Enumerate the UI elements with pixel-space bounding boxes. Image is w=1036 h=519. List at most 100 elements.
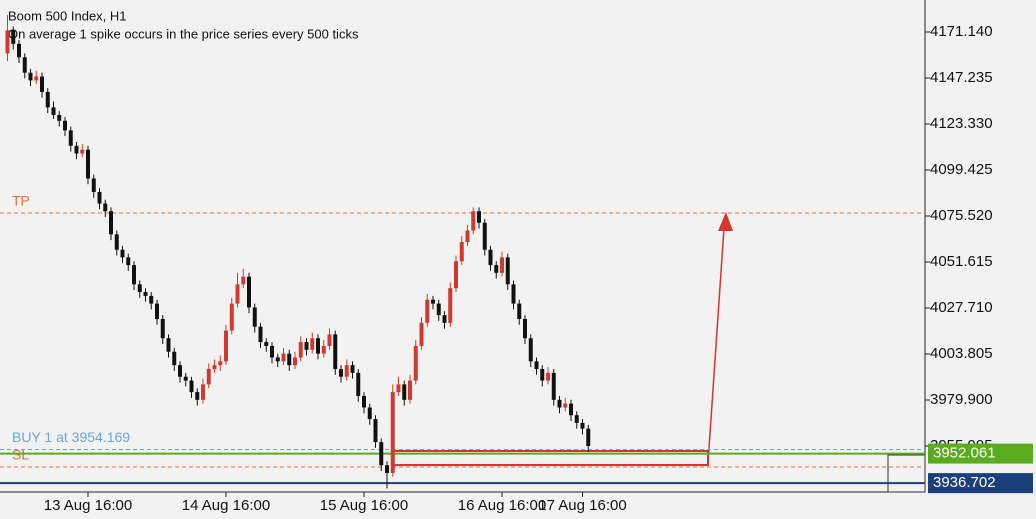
candle-body [206,369,211,385]
candle-body [293,357,297,366]
candle-body [339,369,343,377]
y-tick-label: 4099.425 [930,161,993,178]
candle-body [517,303,522,319]
candle-body [488,249,493,266]
candle-body [563,403,568,408]
candle-body [287,353,292,366]
x-tick-label: 13 Aug 16:00 [44,497,132,514]
candle-body [212,365,217,370]
x-tick-label: 17 Aug 16:00 [538,497,626,514]
candle-body [63,120,67,131]
candle-body [281,353,286,362]
candle-body [143,292,148,296]
candle-body [45,91,50,108]
price-tag [928,443,1033,464]
x-tick-label: 15 Aug 16:00 [320,497,408,514]
chart-subtitle: On average 1 spike occurs in the price s… [8,26,359,41]
candle-body [356,372,361,396]
candle-body [477,211,481,223]
candle-body [402,384,407,400]
candle-body [442,315,447,323]
candle-body [22,57,27,73]
chart-title: Boom 500 Index, H1 [8,8,127,23]
candle-body [569,403,573,416]
candle-body [465,230,470,243]
candle-body [321,345,326,354]
candle-body [149,295,154,304]
candle-body [51,107,56,116]
candle-body [546,372,550,381]
level-label: SL [12,447,29,463]
level-label: BUY 1 at 3954.169 [12,429,130,445]
candle-body [235,284,240,304]
candle-body [34,76,39,81]
candle-body [183,376,188,381]
candle-body [172,351,177,366]
candle-body [333,334,338,370]
candle-body [362,395,366,408]
candle-body [425,299,430,323]
candle-body [218,361,223,366]
candle-body [390,392,395,473]
y-tick-label: 3979.900 [930,391,993,408]
candle-body [132,265,136,285]
candle-body [229,303,234,331]
candle-body [270,345,274,358]
candle-body [413,345,418,381]
candle-body [459,242,464,262]
price-tag-label: 3952.061 [933,445,996,462]
level-label: TP [12,193,30,209]
candle-body [155,303,159,319]
candle-body [316,338,320,354]
candle-body [551,372,556,400]
y-tick-label: 4027.710 [930,299,993,316]
candle-body [505,257,510,285]
candle-body [494,265,499,273]
candle-body [471,211,476,231]
y-tick-label: 4123.330 [930,115,993,132]
candle-body [586,428,591,446]
candle-body [86,149,90,179]
target-arrow [707,227,725,464]
y-tick-label: 4147.235 [930,69,993,86]
candle-body [74,145,79,154]
y-tick-label: 4075.520 [930,207,993,224]
candle-body [40,76,44,92]
candle-body [436,303,441,316]
candle-body [57,115,62,121]
candle-body [304,342,309,350]
price-tag-label: 3936.702 [933,474,996,491]
candle-body [523,318,527,339]
candle-body [68,130,73,146]
frame [887,454,926,493]
candle-body [540,369,545,381]
candle-body [11,30,16,44]
candle-body [120,249,125,258]
candle-body [275,357,280,362]
candle-body [534,361,539,370]
candle-body [528,338,533,362]
candle-body [482,222,487,250]
candle-body [201,384,205,400]
candle-body [137,284,142,293]
candle-body [557,399,562,408]
candle-body [189,380,194,393]
candle-body [80,149,85,154]
candle-body [17,43,21,58]
candle-body [385,465,389,473]
candle-body [580,422,585,429]
candle-body [408,380,412,400]
candle-body [178,365,182,377]
candle-body [500,257,504,273]
y-tick-label: 4051.615 [930,253,993,270]
candle-body [396,384,401,393]
candle-body [91,178,96,192]
candle-body [574,415,579,423]
candle-body [166,338,171,352]
candle-body [264,342,269,346]
arrow-head [718,212,733,231]
candle-body [97,191,102,204]
candle-body [126,257,131,266]
